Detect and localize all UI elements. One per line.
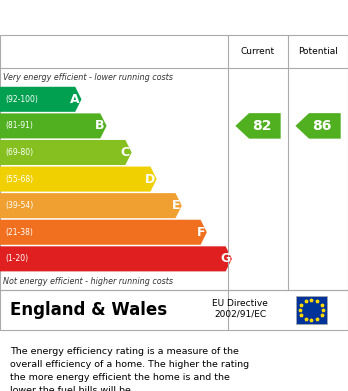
Bar [296,296,327,324]
Polygon shape [0,167,157,192]
Text: Energy Efficiency Rating: Energy Efficiency Rating [10,11,220,26]
Text: Very energy efficient - lower running costs: Very energy efficient - lower running co… [3,73,173,82]
Polygon shape [0,87,81,112]
Text: Potential: Potential [298,47,338,56]
Text: The energy efficiency rating is a measure of the
overall efficiency of a home. T: The energy efficiency rating is a measur… [10,347,250,391]
Text: England & Wales: England & Wales [10,301,168,319]
Text: D: D [145,172,155,186]
Text: Not energy efficient - higher running costs: Not energy efficient - higher running co… [3,276,174,285]
Text: G: G [220,252,230,265]
Text: (55-68): (55-68) [5,174,33,184]
Polygon shape [295,113,341,139]
Text: 86: 86 [312,119,331,133]
Text: (1-20): (1-20) [5,255,28,264]
Text: B: B [95,119,105,133]
Text: (92-100): (92-100) [5,95,38,104]
Polygon shape [0,193,182,218]
Polygon shape [0,140,132,165]
Text: Current: Current [241,47,275,56]
Polygon shape [236,113,280,139]
Text: (39-54): (39-54) [5,201,33,210]
Text: (69-80): (69-80) [5,148,33,157]
Text: (21-38): (21-38) [5,228,33,237]
Text: (81-91): (81-91) [5,121,33,130]
Text: EU Directive
2002/91/EC: EU Directive 2002/91/EC [212,300,268,319]
Text: 82: 82 [252,119,271,133]
Text: F: F [197,226,205,239]
Polygon shape [0,113,106,138]
Text: E: E [172,199,180,212]
Polygon shape [0,220,207,245]
Text: C: C [121,146,130,159]
Polygon shape [0,246,232,271]
Text: A: A [70,93,80,106]
